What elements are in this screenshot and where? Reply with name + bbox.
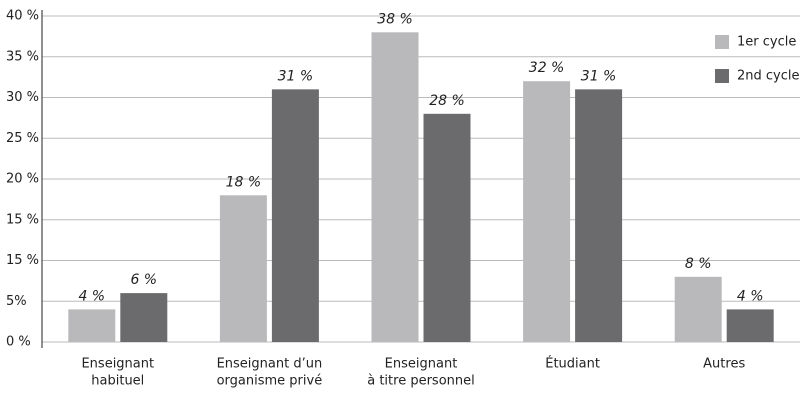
x-tick-label: Étudiant <box>545 356 600 372</box>
value-label: 31 % <box>581 68 617 84</box>
y-tick-label: 5% <box>6 294 27 309</box>
y-tick-label: 15 % <box>6 253 39 268</box>
y-tick-label: 15 % <box>6 212 39 227</box>
bar <box>271 89 319 342</box>
x-tick-label: à titre personnel <box>367 374 475 389</box>
value-label: 8 % <box>685 256 712 272</box>
x-tick-label: organisme privé <box>217 374 323 389</box>
x-tick-label: Autres <box>703 357 745 372</box>
bar <box>120 293 168 342</box>
bar <box>575 89 623 342</box>
x-tick-label: Enseignant <box>81 357 154 372</box>
value-label: 32 % <box>529 60 565 76</box>
bar <box>219 195 267 342</box>
bar <box>68 309 116 342</box>
x-tick-label: Enseignant <box>385 357 458 372</box>
bar <box>371 32 419 343</box>
y-tick-label: 20 % <box>6 172 39 187</box>
y-tick-label: 25 % <box>6 131 39 146</box>
legend-label: 1er cycle <box>737 35 796 50</box>
value-label: 28 % <box>429 93 465 109</box>
legend-label: 2nd cycle <box>737 69 800 84</box>
legend-swatch <box>715 35 729 49</box>
value-label: 4 % <box>78 288 105 304</box>
y-tick-label: 35 % <box>6 49 39 64</box>
value-label: 18 % <box>226 174 262 190</box>
x-tick-label: Enseignant d’un <box>217 357 323 372</box>
legend-swatch <box>715 69 729 83</box>
y-tick-label: 40 % <box>6 9 39 24</box>
bar <box>423 113 471 342</box>
value-label: 38 % <box>377 11 413 27</box>
bar <box>726 309 774 342</box>
value-label: 6 % <box>130 272 157 288</box>
x-tick-label: habituel <box>91 374 144 389</box>
value-label: 31 % <box>278 68 314 84</box>
bar <box>523 81 571 342</box>
value-label: 4 % <box>737 288 764 304</box>
y-tick-label: 0 % <box>6 335 31 350</box>
y-tick-label: 30 % <box>6 90 39 105</box>
bar <box>674 276 722 342</box>
